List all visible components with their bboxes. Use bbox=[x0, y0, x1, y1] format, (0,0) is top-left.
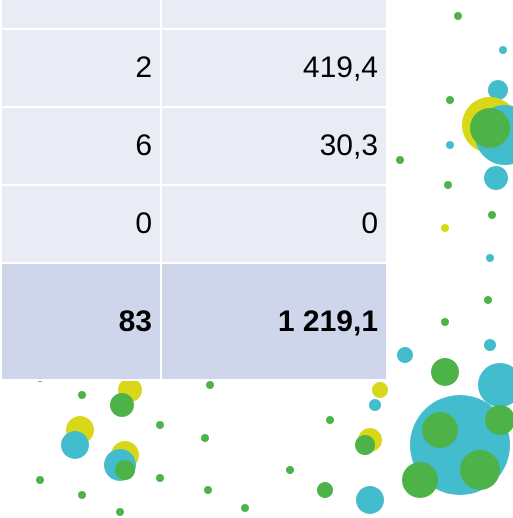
table-cell bbox=[1, 0, 161, 29]
total-cell: 1 219,1 bbox=[161, 263, 387, 380]
total-cell: 83 bbox=[1, 263, 161, 380]
table-cell: 0 bbox=[1, 185, 161, 263]
page: {"table": {"rows": [["2", "419,4"], ["6"… bbox=[0, 0, 513, 518]
table-cell: 6 bbox=[1, 107, 161, 185]
table-row bbox=[1, 0, 387, 29]
table-cell: 30,3 bbox=[161, 107, 387, 185]
table-cell: 2 bbox=[1, 29, 161, 107]
table-cell: 419,4 bbox=[161, 29, 387, 107]
table-cell: 0 bbox=[161, 185, 387, 263]
table-cell bbox=[161, 0, 387, 29]
